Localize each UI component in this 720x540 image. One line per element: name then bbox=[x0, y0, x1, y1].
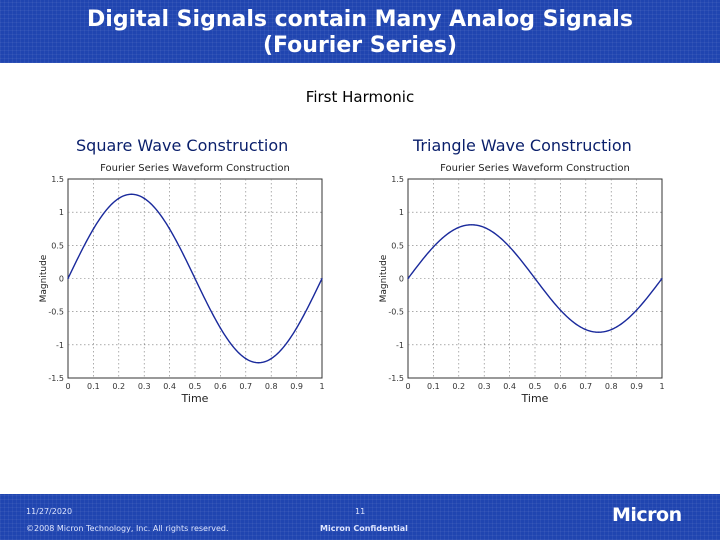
x-tick-label: 0.9 bbox=[290, 382, 303, 391]
y-tick-label: -0.5 bbox=[388, 308, 404, 317]
y-tick-label: -1.5 bbox=[388, 374, 404, 383]
x-axis-label: Time bbox=[521, 392, 549, 405]
y-tick-label: 1.5 bbox=[391, 175, 404, 184]
data-point bbox=[245, 357, 247, 360]
data-point bbox=[295, 327, 298, 330]
x-tick-label: 0.6 bbox=[214, 382, 227, 391]
x-tick-label: 0.4 bbox=[163, 382, 176, 391]
y-tick-label: 0 bbox=[59, 275, 64, 284]
data-point bbox=[67, 277, 69, 280]
x-tick-label: 1 bbox=[659, 382, 664, 391]
data-point bbox=[92, 227, 95, 230]
x-axis-label: Time bbox=[181, 392, 209, 405]
x-tick-label: 1 bbox=[319, 382, 324, 391]
y-tick-label: -1.5 bbox=[48, 374, 64, 383]
data-point bbox=[508, 245, 511, 248]
slide-title-line-1: Digital Signals contain Many Analog Sign… bbox=[87, 7, 633, 32]
data-point bbox=[130, 193, 133, 196]
data-point bbox=[321, 277, 323, 280]
data-point bbox=[610, 328, 612, 331]
micron-logo: Micron bbox=[612, 504, 682, 526]
x-tick-label: 0.3 bbox=[138, 382, 151, 391]
data-point bbox=[458, 226, 460, 229]
square-wave-chart: Fourier Series Waveform Construction 0 0.1… bbox=[39, 163, 325, 405]
slide-title-line-2: (Fourier Series) bbox=[262, 33, 457, 58]
triangle-wave-panel-title: Triangle Wave Construction bbox=[413, 136, 632, 155]
micron-logo-text: Micron bbox=[612, 504, 682, 526]
x-tick-label: 0.4 bbox=[503, 382, 516, 391]
data-point bbox=[635, 309, 638, 312]
data-point bbox=[118, 197, 120, 200]
x-tick-label: 0.9 bbox=[630, 382, 643, 391]
footer-date: 11/27/2020 bbox=[26, 507, 73, 516]
x-tick-label: 0.7 bbox=[239, 382, 252, 391]
data-point bbox=[534, 277, 536, 280]
x-tick-label: 0.3 bbox=[478, 382, 491, 391]
data-point bbox=[661, 277, 663, 280]
data-point bbox=[194, 277, 196, 280]
x-tick-label: 0 bbox=[65, 382, 70, 391]
x-tick-label: 0.8 bbox=[265, 382, 278, 391]
data-point bbox=[407, 277, 409, 280]
x-tick-label: 0.5 bbox=[189, 382, 202, 391]
y-axis-label: Magnitude bbox=[379, 254, 389, 302]
data-point bbox=[432, 245, 435, 248]
chart-title: Fourier Series Waveform Construction bbox=[440, 163, 630, 174]
footer-bar: 11/27/2020 11 ©2008 Micron Technology, I… bbox=[0, 494, 720, 540]
y-tick-label: 1 bbox=[399, 208, 404, 217]
x-tick-label: 0.5 bbox=[529, 382, 542, 391]
y-axis-label: Magnitude bbox=[39, 254, 49, 302]
y-tick-label: -0.5 bbox=[48, 308, 64, 317]
slide-subtitle: First Harmonic bbox=[305, 88, 415, 106]
x-tick-label: 0.2 bbox=[452, 382, 465, 391]
y-tick-label: 1 bbox=[59, 208, 64, 217]
data-point bbox=[219, 327, 222, 330]
x-tick-label: 0.6 bbox=[554, 382, 567, 391]
data-point bbox=[270, 357, 272, 360]
footer-page-number: 11 bbox=[355, 507, 366, 516]
data-point bbox=[483, 226, 485, 229]
data-point bbox=[470, 223, 473, 226]
data-point bbox=[143, 197, 145, 200]
data-point bbox=[585, 328, 587, 331]
y-tick-label: 0.5 bbox=[51, 241, 64, 250]
chart-title: Fourier Series Waveform Construction bbox=[100, 163, 290, 174]
y-tick-label: 0 bbox=[399, 275, 404, 284]
title-bar: Digital Signals contain Many Analog Sign… bbox=[0, 0, 720, 63]
triangle-wave-chart: Fourier Series Waveform Construction 0 0.1… bbox=[379, 163, 665, 405]
x-tick-label: 0.8 bbox=[605, 382, 618, 391]
footer-confidential: Micron Confidential bbox=[320, 524, 408, 533]
x-tick-label: 0.7 bbox=[579, 382, 592, 391]
x-tick-label: 0.2 bbox=[112, 382, 125, 391]
data-point bbox=[168, 227, 171, 230]
footer-copyright: ©2008 Micron Technology, Inc. All rights… bbox=[26, 524, 229, 533]
x-tick-label: 0.1 bbox=[87, 382, 100, 391]
data-point bbox=[559, 309, 562, 312]
y-tick-label: 0.5 bbox=[391, 241, 404, 250]
x-tick-label: 0.1 bbox=[427, 382, 440, 391]
y-tick-label: -1 bbox=[56, 341, 64, 350]
x-tick-label: 0 bbox=[405, 382, 410, 391]
data-point bbox=[597, 331, 600, 334]
square-wave-panel-title: Square Wave Construction bbox=[76, 136, 289, 155]
y-tick-label: -1 bbox=[396, 341, 404, 350]
data-point bbox=[257, 361, 260, 364]
y-tick-label: 1.5 bbox=[51, 175, 64, 184]
